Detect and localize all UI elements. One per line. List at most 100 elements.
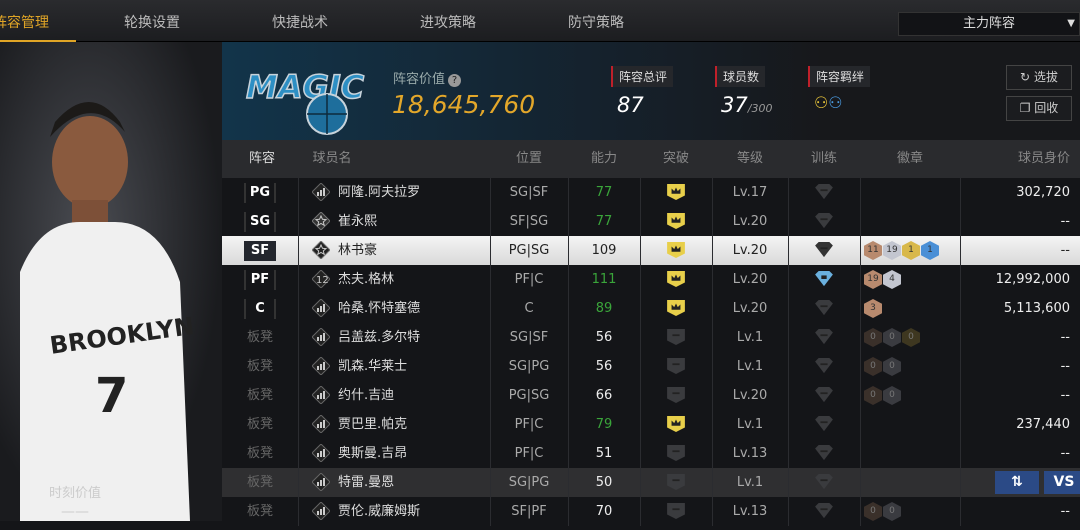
training-cell[interactable] <box>788 410 860 439</box>
lineup-slot[interactable]: PG <box>222 178 298 207</box>
training-icon[interactable] <box>814 300 834 316</box>
lineup-dropdown[interactable]: 主力阵容 ▼ <box>898 12 1080 36</box>
breakthrough-cell[interactable] <box>640 294 712 323</box>
col-lineup[interactable]: 阵容 <box>248 151 275 166</box>
player-name-cell[interactable]: 约什.吉迪 <box>298 381 490 410</box>
chemistry-icon-blue[interactable]: ⚇ <box>828 93 843 112</box>
player-name-cell[interactable]: 林书豪 <box>298 236 490 265</box>
breakthrough-cell[interactable] <box>640 497 712 526</box>
badge-dbronze[interactable]: 0 <box>864 357 882 376</box>
lineup-slot[interactable]: 板凳 <box>222 323 298 352</box>
col-badges[interactable]: 徽章 <box>896 151 923 166</box>
player-name-cell[interactable]: 崔永熙 <box>298 207 490 236</box>
col-player-value[interactable]: 球员身价 <box>1017 151 1070 166</box>
table-row[interactable]: 板凳 奥斯曼.吉昂 PF|C 51 Lv.13 -- <box>222 439 1080 468</box>
training-icon[interactable] <box>814 358 834 374</box>
col-ability[interactable]: 能力 <box>590 151 617 166</box>
breakthrough-cell[interactable] <box>640 381 712 410</box>
col-breakthrough[interactable]: 突破 <box>662 151 689 166</box>
compare-vs-button[interactable]: VS <box>1044 471 1080 494</box>
training-cell[interactable] <box>788 352 860 381</box>
lineup-slot[interactable]: PF <box>222 265 298 294</box>
badge-dbronze[interactable]: 0 <box>864 328 882 347</box>
col-level[interactable]: 等级 <box>736 151 763 166</box>
training-icon[interactable] <box>814 503 834 519</box>
badge-bronze[interactable]: 19 <box>864 270 882 289</box>
training-cell[interactable] <box>788 265 860 294</box>
breakthrough-cell[interactable] <box>640 352 712 381</box>
lineup-slot[interactable]: 板凳 <box>222 381 298 410</box>
badge-dsilver[interactable]: 0 <box>883 386 901 405</box>
player-name-cell[interactable]: 12 杰夫.格林 <box>298 265 490 294</box>
training-icon[interactable] <box>814 416 834 432</box>
locked-breakthrough-icon[interactable] <box>666 358 686 374</box>
training-cell[interactable] <box>788 236 860 265</box>
badge-dsilver[interactable]: 0 <box>883 328 901 347</box>
crown-breakthrough-icon[interactable] <box>666 416 686 432</box>
crown-breakthrough-icon[interactable] <box>666 271 686 287</box>
badge-gold[interactable]: 1 <box>902 241 920 260</box>
breakthrough-cell[interactable] <box>640 439 712 468</box>
col-training[interactable]: 训练 <box>810 151 837 166</box>
player-name-cell[interactable]: 哈桑.怀特塞德 <box>298 294 490 323</box>
badge-blue[interactable]: 1 <box>921 241 939 260</box>
col-name[interactable]: 球员名 <box>312 151 352 166</box>
breakthrough-cell[interactable] <box>640 410 712 439</box>
training-icon[interactable] <box>814 329 834 345</box>
lineup-slot[interactable]: 板凳 <box>222 497 298 526</box>
tab-offense[interactable]: 进攻策略 <box>420 15 476 31</box>
badge-dsilver[interactable]: 0 <box>883 502 901 521</box>
locked-breakthrough-icon[interactable] <box>666 329 686 345</box>
training-cell[interactable] <box>788 323 860 352</box>
lineup-slot[interactable]: SG <box>222 207 298 236</box>
player-name-cell[interactable]: 贾伦.威廉姆斯 <box>298 497 490 526</box>
lineup-slot[interactable]: SF <box>222 236 298 265</box>
breakthrough-cell[interactable] <box>640 323 712 352</box>
table-row[interactable]: SG 崔永熙 SF|SG 77 Lv.20 -- <box>222 207 1080 236</box>
training-icon[interactable] <box>814 474 834 490</box>
table-row[interactable]: SF 林书豪 PG|SG 109 Lv.20 11 19 1 1 -- <box>222 236 1080 265</box>
locked-breakthrough-icon[interactable] <box>666 503 686 519</box>
breakthrough-cell[interactable] <box>640 236 712 265</box>
tab-defense[interactable]: 防守策略 <box>568 15 624 31</box>
crown-breakthrough-icon[interactable] <box>666 242 686 258</box>
player-name-cell[interactable]: 吕盖兹.多尔特 <box>298 323 490 352</box>
training-cell[interactable] <box>788 207 860 236</box>
training-cell[interactable] <box>788 178 860 207</box>
breakthrough-cell[interactable] <box>640 207 712 236</box>
crown-breakthrough-icon[interactable] <box>666 300 686 316</box>
recycle-button[interactable]: ❐ 回收 <box>1006 96 1072 121</box>
crown-breakthrough-icon[interactable] <box>666 213 686 229</box>
training-active-icon[interactable] <box>814 271 834 287</box>
breakthrough-cell[interactable] <box>640 468 712 497</box>
player-name-cell[interactable]: 凯森.华莱士 <box>298 352 490 381</box>
chemistry-icon-gold[interactable]: ⚇ <box>814 93 829 112</box>
training-cell[interactable] <box>788 294 860 323</box>
tab-quick-tactics[interactable]: 快捷战术 <box>272 15 328 31</box>
lineup-slot[interactable]: 板凳 <box>222 352 298 381</box>
lineup-slot[interactable]: 板凳 <box>222 439 298 468</box>
table-row[interactable]: 板凳 贾巴里.帕克 PF|C 79 Lv.1 237,440 <box>222 410 1080 439</box>
breakthrough-cell[interactable] <box>640 265 712 294</box>
badge-dbronze[interactable]: 0 <box>864 386 882 405</box>
table-row[interactable]: PG 阿隆.阿夫拉罗 SG|SF 77 Lv.17 302,720 <box>222 178 1080 207</box>
badge-dsilver[interactable]: 0 <box>883 357 901 376</box>
table-row[interactable]: C 哈桑.怀特塞德 C 89 Lv.20 3 5,113,600 <box>222 294 1080 323</box>
tab-rotation[interactable]: 轮换设置 <box>124 15 180 31</box>
locked-breakthrough-icon[interactable] <box>666 474 686 490</box>
draft-button[interactable]: ↻ 选拔 <box>1006 65 1072 90</box>
training-icon[interactable] <box>814 242 834 258</box>
badge-dbronze[interactable]: 0 <box>864 502 882 521</box>
training-icon[interactable] <box>814 387 834 403</box>
badge-silver[interactable]: 19 <box>883 241 901 260</box>
badge-dgold[interactable]: 0 <box>902 328 920 347</box>
training-icon[interactable] <box>814 445 834 461</box>
swap-button[interactable]: ⇅ <box>995 471 1039 494</box>
lineup-slot[interactable]: C <box>222 294 298 323</box>
lineup-slot[interactable]: 板凳 <box>222 410 298 439</box>
tab-lineup-management[interactable]: 阵容管理 <box>0 0 76 42</box>
